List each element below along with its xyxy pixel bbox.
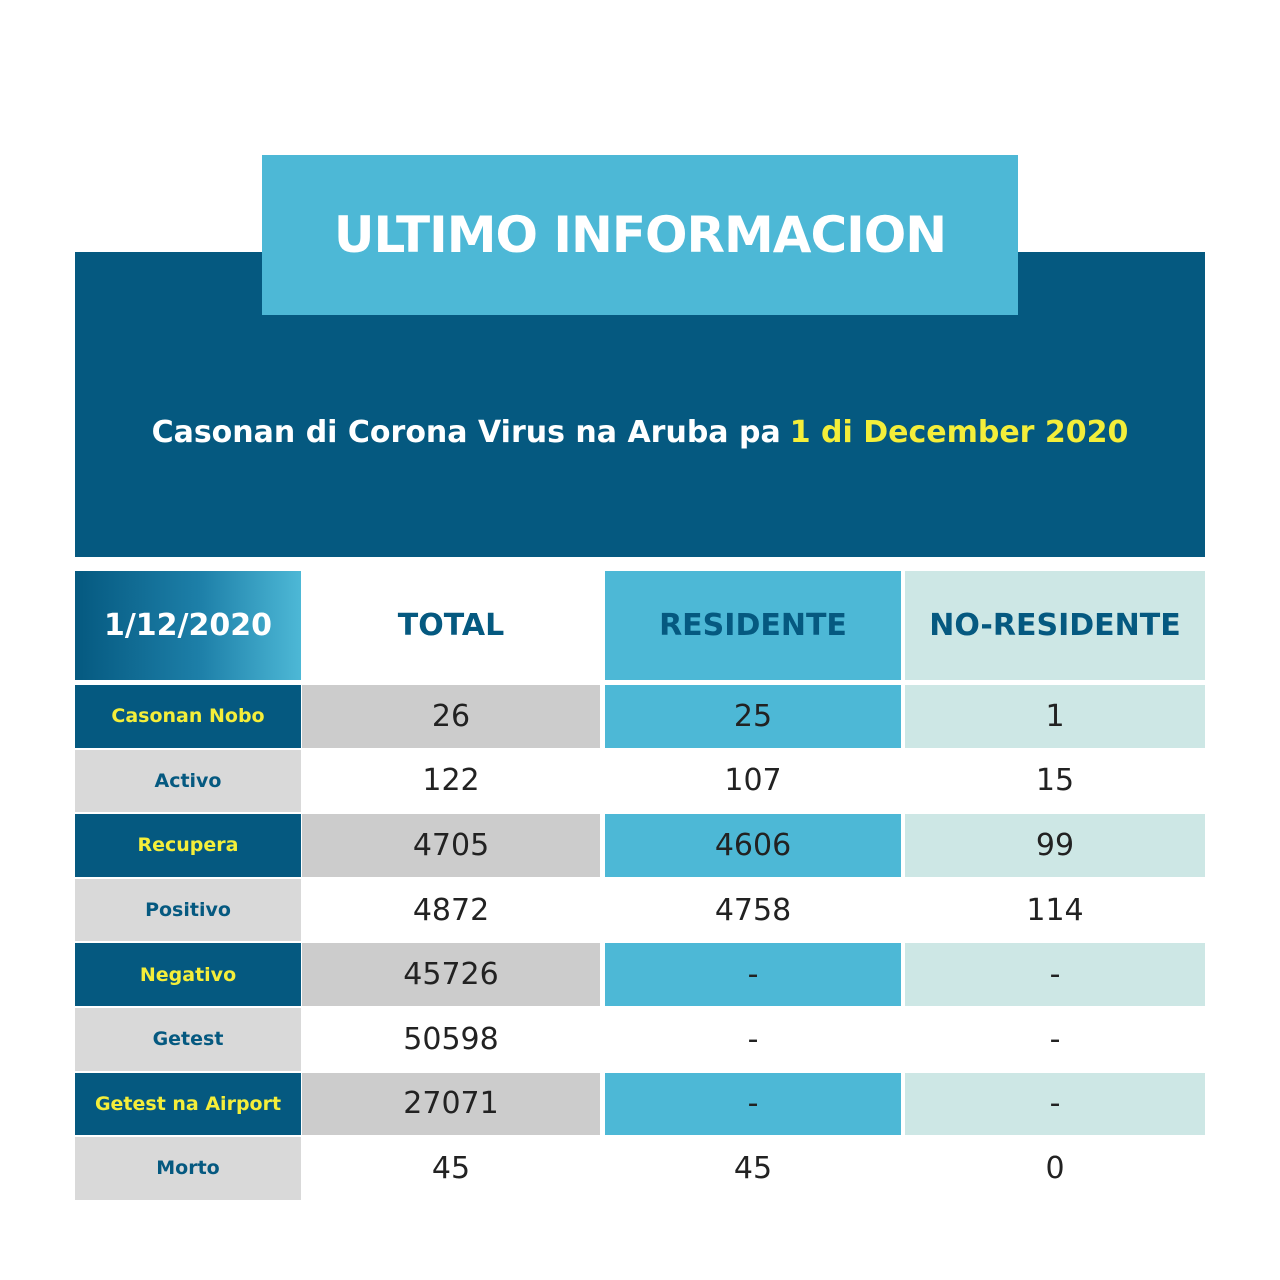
column-header: NO-RESIDENTE [905, 571, 1205, 680]
table-value: 4705 [302, 814, 600, 877]
title-box: ULTIMO INFORMACION [262, 155, 1018, 315]
column-header: TOTAL [302, 571, 600, 680]
table-value: - [905, 1072, 1205, 1136]
table-value: - [905, 943, 1205, 1006]
row-label: Casonan Nobo [75, 685, 301, 748]
table-value: 26 [302, 685, 600, 748]
row-label: Morto [75, 1137, 301, 1200]
table-value: 45726 [302, 943, 600, 1006]
row-label: Negativo [75, 943, 301, 1006]
table-value: 25 [605, 685, 901, 748]
row-label: Getest [75, 1008, 301, 1071]
table-value: 99 [905, 814, 1205, 877]
column-header: 1/12/2020 [75, 571, 301, 680]
row-label: Activo [75, 749, 301, 813]
subtitle-text: Casonan di Corona Virus na Aruba pa [151, 415, 781, 450]
table-value: 4872 [302, 878, 600, 942]
table-value: - [605, 1008, 901, 1071]
table-value: 50598 [302, 1008, 600, 1071]
table-value: 27071 [302, 1072, 600, 1136]
row-label: Recupera [75, 814, 301, 877]
table-value: 45 [302, 1137, 600, 1200]
table-value: - [605, 1072, 901, 1136]
table-value: 4606 [605, 814, 901, 877]
table-value: 114 [905, 878, 1205, 942]
table-value: 107 [605, 749, 901, 813]
table-value: 122 [302, 749, 600, 813]
table-value: 45 [605, 1137, 901, 1200]
title: ULTIMO INFORMACION [333, 206, 947, 264]
subtitle: Casonan di Corona Virus na Aruba pa 1 di … [75, 415, 1205, 450]
row-label: Positivo [75, 878, 301, 942]
table-value: - [605, 943, 901, 1006]
table-value: 4758 [605, 878, 901, 942]
table-value: 0 [905, 1137, 1205, 1200]
table-value: 1 [905, 685, 1205, 748]
row-label: Getest na Airport [75, 1072, 301, 1136]
subtitle-date: 1 di December 2020 [789, 415, 1129, 450]
table-value: - [905, 1008, 1205, 1071]
column-header: RESIDENTE [605, 571, 901, 680]
table-value: 15 [905, 749, 1205, 813]
